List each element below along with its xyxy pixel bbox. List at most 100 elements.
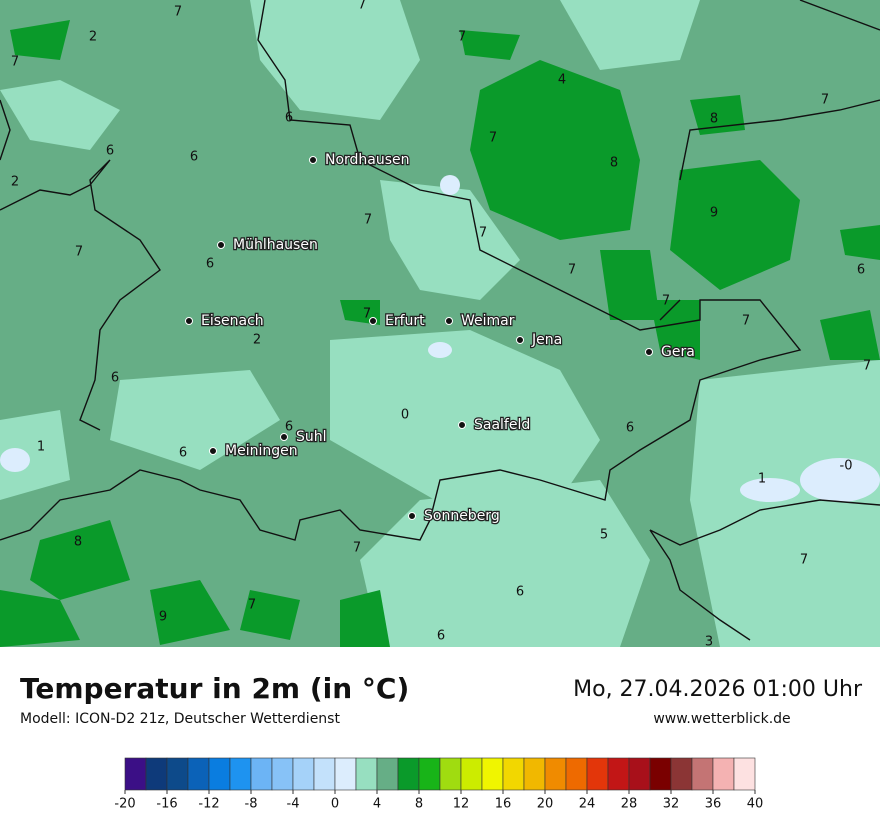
map-value: 2 — [11, 175, 19, 190]
colorbar-box — [397, 757, 420, 791]
city-dot — [280, 433, 288, 441]
map-value: 5 — [600, 528, 608, 543]
colorbar-box — [607, 757, 630, 791]
colorbar-tick-label: -4 — [287, 797, 300, 812]
city-name: Suhl — [296, 429, 327, 445]
map-value: 7 — [863, 359, 871, 374]
colorbar-tick-label: 24 — [579, 797, 596, 812]
city-dot — [408, 512, 416, 520]
colorbar-box — [187, 757, 210, 791]
map-value: 6 — [206, 257, 214, 272]
map-value: 7 — [489, 131, 497, 146]
map-value: 6 — [516, 585, 524, 600]
map-value: 7 — [11, 55, 19, 70]
map-value: 9 — [159, 610, 167, 625]
title: Temperatur in 2m (in °C) — [20, 672, 409, 705]
colorbar-box — [250, 757, 273, 791]
city-name: Saalfeld — [474, 417, 530, 433]
city-name: Erfurt — [385, 313, 425, 329]
colorbar-box — [439, 757, 462, 791]
map-value: 2 — [253, 333, 261, 348]
colorbar-box — [271, 757, 294, 791]
colorbar-tick-label: 12 — [453, 797, 470, 812]
colorbar: -20 -16 -12 -8 -4 0 4 8 12 16 20 24 28 32 36 40 — [114, 757, 764, 812]
colorbar-box — [355, 757, 378, 791]
colorbar-box — [712, 757, 735, 791]
colorbar-box — [124, 757, 147, 791]
colorbar-box — [145, 757, 168, 791]
colorbar-box — [376, 757, 399, 791]
colorbar-tick-label: 28 — [621, 797, 638, 812]
city-dot — [516, 336, 524, 344]
map-value: 6 — [626, 421, 634, 436]
colorbar-tick-label: 36 — [705, 797, 722, 812]
map-value: 8 — [74, 535, 82, 550]
colorbar-box — [313, 757, 336, 791]
map-value: 5 — [509, 420, 517, 435]
map-value: 6 — [106, 144, 114, 159]
colorbar-box — [628, 757, 651, 791]
map-value: 7 — [353, 541, 361, 556]
map-value: 2 — [89, 30, 97, 45]
city-name: Nordhausen — [325, 152, 410, 168]
map-value: 8 — [710, 112, 718, 127]
colorbar-box — [670, 757, 693, 791]
map-value: 6 — [190, 150, 198, 165]
city-dot — [645, 348, 653, 356]
map-value: 0 — [401, 408, 409, 423]
city-dot — [185, 317, 193, 325]
city-name: Meiningen — [225, 443, 298, 459]
map-value: 7 — [75, 245, 83, 260]
map-value: 7 — [800, 553, 808, 568]
colorbar-tick-label: 8 — [415, 797, 423, 812]
map-value: 1 — [37, 440, 45, 455]
map-labels: 7 2 7 7 7 4 7 8 6 7 6 6 8 2 9 7 7 7 6 7 6 7 7 7 2 7 6 0 6 6 1 6 -0 1 5 8 7 7 6… — [11, 0, 871, 650]
map-value: 7 — [458, 30, 466, 45]
map-value: 7 — [174, 5, 182, 20]
map-value: 6 — [285, 111, 293, 126]
subtitle: Modell: ICON-D2 21z, Deutscher Wetterdie… — [20, 711, 340, 727]
map-value: 7 — [363, 307, 371, 322]
colorbar-box — [418, 757, 441, 791]
map-value: 8 — [610, 156, 618, 171]
map-value: 7 — [479, 226, 487, 241]
map-value: 9 — [710, 206, 718, 221]
map — [0, 0, 880, 647]
city-dot — [217, 241, 225, 249]
colorbar-box — [523, 757, 546, 791]
colorbar-box — [460, 757, 483, 791]
colorbar-box — [334, 757, 357, 791]
colorbar-tick-label: 40 — [747, 797, 764, 812]
colorbar-box — [649, 757, 672, 791]
map-value: 7 — [248, 598, 256, 613]
colorbar-box — [586, 757, 609, 791]
city-dot — [209, 447, 217, 455]
colorbar-box — [691, 757, 714, 791]
map-value: 6 — [857, 263, 865, 278]
colorbar-box — [166, 757, 189, 791]
colorbar-tick-label: 32 — [663, 797, 680, 812]
city-name: Weimar — [461, 313, 515, 329]
colorbar-tick-label: 20 — [537, 797, 554, 812]
city-dot — [309, 156, 317, 164]
map-value: 4 — [558, 73, 566, 88]
map-value: 1 — [758, 472, 766, 487]
map-value: 7 — [742, 314, 750, 329]
colorbar-box — [208, 757, 231, 791]
colorbar-tick-label: 16 — [495, 797, 512, 812]
city-dot — [369, 317, 377, 325]
map-value: 6 — [285, 420, 293, 435]
datetime: Mo, 27.04.2026 01:00 Uhr — [573, 677, 863, 702]
city-dot — [458, 421, 466, 429]
colorbar-tick-label: -12 — [198, 797, 219, 812]
colorbar-box — [292, 757, 315, 791]
map-value: 7 — [364, 213, 372, 228]
colorbar-box — [481, 757, 504, 791]
map-value: 7 — [821, 93, 829, 108]
colorbar-box — [544, 757, 567, 791]
map-value: 6 — [179, 446, 187, 461]
colorbar-tick-label: 0 — [331, 797, 339, 812]
map-value: 7 — [568, 263, 576, 278]
website: www.wetterblick.de — [653, 711, 790, 727]
